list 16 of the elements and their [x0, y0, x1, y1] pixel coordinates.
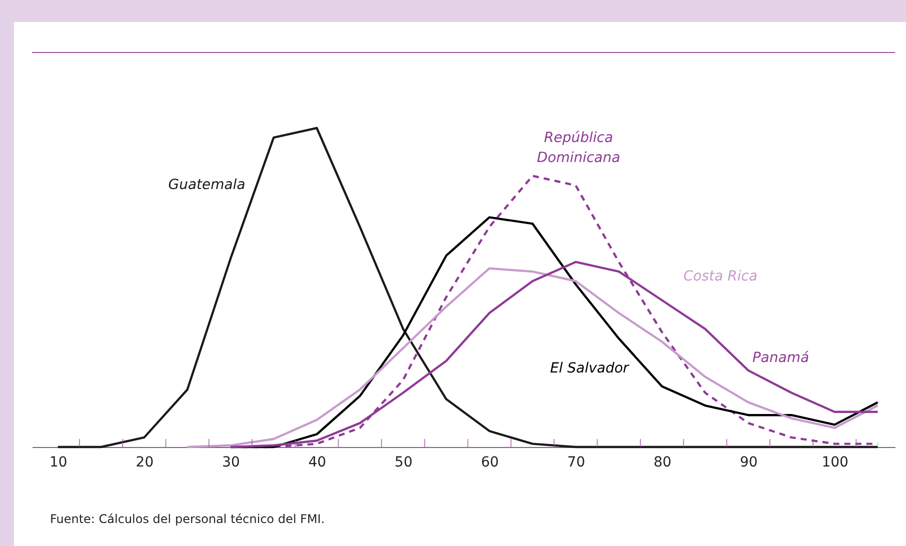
x-tick-label: 10: [49, 454, 68, 470]
text: Costa Rica: [683, 268, 758, 284]
x-tick-label: 100: [822, 454, 848, 470]
series-label: Panamá: [752, 350, 810, 366]
source-note: Fuente: Cálculos del personal técnico del FMI.: [50, 512, 325, 526]
x-tick-label: 90: [740, 454, 758, 470]
x-tick-label: 20: [136, 454, 154, 470]
series-label: República Dominicana: [536, 130, 620, 166]
x-tick-label: 30: [222, 454, 240, 470]
x-tick-label: 40: [308, 454, 326, 470]
series-label: El Salvador: [550, 360, 630, 376]
x-tick-label: 50: [394, 454, 413, 470]
x-tick-label: 70: [567, 454, 586, 470]
x-tick-label: 80: [654, 454, 672, 470]
x-tick-label: 60: [480, 454, 499, 470]
series-label: Guatemala: [168, 177, 246, 193]
